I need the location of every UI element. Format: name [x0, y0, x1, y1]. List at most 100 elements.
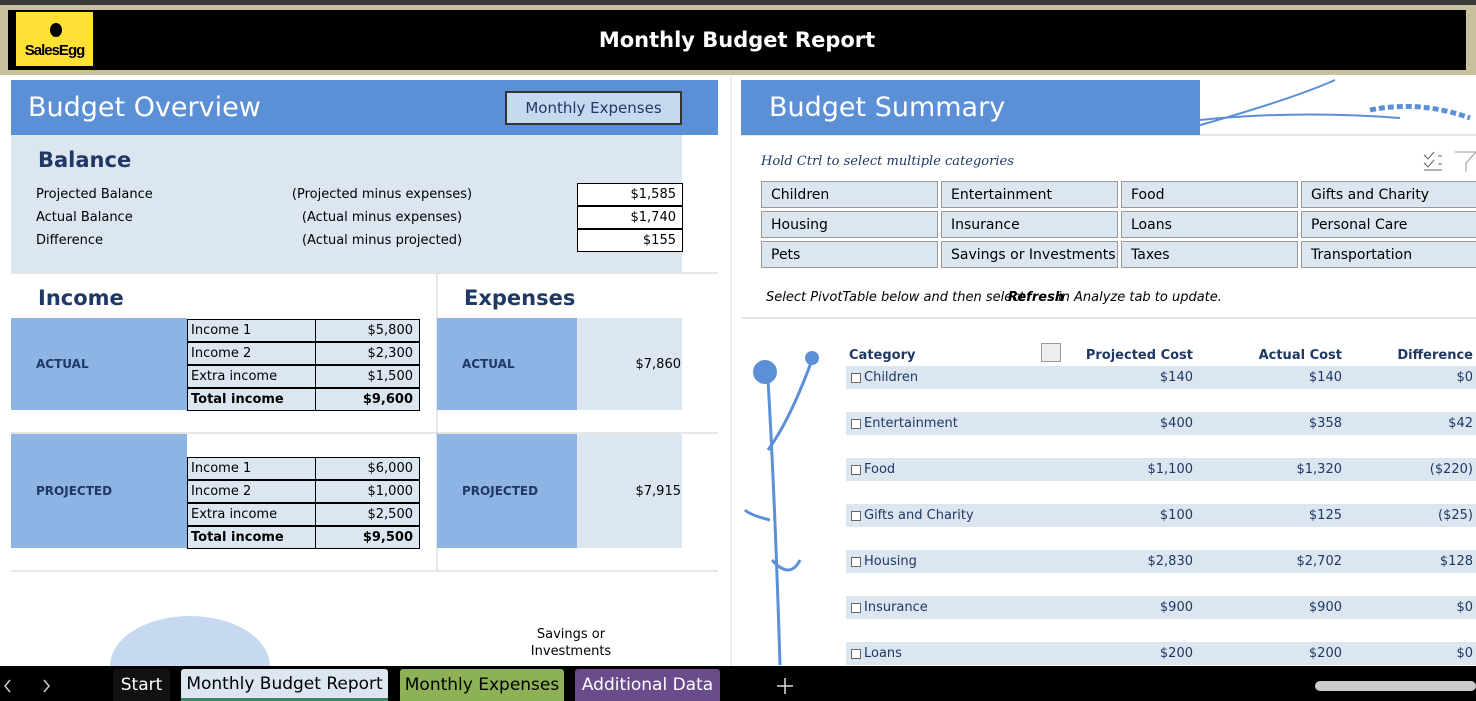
income-name: Extra income	[187, 365, 316, 388]
balance-title: Balance	[38, 148, 132, 172]
overview-title: Budget Overview	[28, 92, 261, 123]
expand-icon[interactable]	[851, 603, 861, 613]
sheet-tab[interactable]: Additional Data	[575, 669, 720, 701]
income-name: Total income	[187, 526, 316, 549]
row-value: $125	[1308, 508, 1342, 523]
scrollbar[interactable]	[1315, 681, 1476, 691]
tab-arrows[interactable]	[4, 679, 50, 693]
expand-icon[interactable]	[851, 373, 861, 383]
slicer-button[interactable]: Children	[761, 181, 938, 208]
row-category: Housing	[864, 554, 917, 569]
income-title: Income	[38, 286, 124, 310]
balance-value: $1,740	[577, 206, 683, 229]
slicer-button[interactable]: Personal Care	[1301, 211, 1476, 238]
slicer-button[interactable]: Food	[1121, 181, 1298, 208]
row-value: $140	[1308, 370, 1342, 385]
slicer-button[interactable]: Housing	[761, 211, 938, 238]
row-value: $200	[1159, 646, 1193, 661]
balance-label: Actual Balance	[36, 210, 133, 225]
pivot-note: Select PivotTable below and then select	[766, 289, 1025, 305]
balance-note: (Actual minus expenses)	[301, 210, 463, 225]
flower-decor	[805, 351, 819, 365]
chart-label: Investments	[530, 644, 612, 659]
income-value: $1,000	[315, 480, 420, 503]
slicer-button[interactable]: Savings or Investments	[941, 241, 1118, 268]
row-value: $2,830	[1147, 554, 1194, 569]
expand-icon[interactable]	[851, 649, 861, 659]
expense-value: $7,860	[635, 356, 682, 372]
row-value: $1,100	[1147, 462, 1194, 477]
row-value: $0	[1456, 600, 1473, 615]
slicer-button[interactable]: Gifts and Charity	[1301, 181, 1476, 208]
table-header: Projected Cost	[1085, 347, 1193, 363]
flower-decor	[753, 360, 777, 384]
summary-title: Budget Summary	[769, 92, 1006, 123]
table-row	[846, 642, 1476, 665]
pie-fragment	[110, 616, 270, 666]
row-category: Gifts and Charity	[864, 508, 974, 523]
row-value: $128	[1439, 554, 1473, 569]
income-label: PROJECTED	[36, 484, 113, 498]
wheat-decor	[1369, 103, 1471, 121]
income-value: $2,500	[315, 503, 420, 526]
slicer-button[interactable]: Insurance	[941, 211, 1118, 238]
row-value: $400	[1159, 416, 1193, 431]
slicer-button[interactable]: Transportation	[1301, 241, 1476, 268]
income-name: Income 1	[187, 319, 316, 342]
balance-value: $1,585	[577, 183, 683, 206]
income-value: $6,000	[315, 457, 420, 480]
row-value: $2,702	[1296, 554, 1343, 569]
row-value: $358	[1308, 416, 1342, 431]
expand-icon[interactable]	[851, 465, 861, 475]
expand-icon[interactable]	[851, 419, 861, 429]
expense-label: ACTUAL	[462, 357, 515, 371]
table-header: Difference	[1397, 347, 1473, 363]
slicer-button[interactable]: Loans	[1121, 211, 1298, 238]
sheet-tab[interactable]: Start	[113, 669, 170, 701]
summary-header	[741, 80, 1200, 135]
row-value: $900	[1308, 600, 1342, 615]
add-sheet[interactable]	[777, 678, 793, 694]
table-row	[846, 504, 1476, 527]
logo-egg	[50, 23, 62, 37]
income-name: Income 2	[187, 342, 316, 365]
balance-note: (Projected minus expenses)	[291, 187, 473, 202]
report-title: Monthly Budget Report	[598, 28, 876, 52]
chart-label: Savings or	[536, 627, 606, 642]
expenses-button[interactable]: Monthly Expenses	[505, 91, 682, 125]
slicer-button[interactable]: Taxes	[1121, 241, 1298, 268]
row-category: Children	[864, 370, 919, 385]
expand-icon[interactable]	[851, 511, 861, 521]
balance-note: (Actual minus projected)	[301, 233, 463, 248]
income-value: $1,500	[315, 365, 420, 388]
expand-icon[interactable]	[851, 557, 861, 567]
balance-label: Projected Balance	[36, 187, 153, 202]
table-header: Actual Cost	[1258, 347, 1342, 363]
income-name: Income 1	[187, 457, 316, 480]
sheet-tab[interactable]: Monthly Expenses	[400, 669, 564, 701]
expense-fill	[577, 318, 682, 410]
wheat-decor	[1189, 79, 1401, 129]
income-value: $5,800	[315, 319, 420, 342]
filter-icon[interactable]	[1455, 151, 1476, 172]
slicer-button[interactable]: Entertainment	[941, 181, 1118, 208]
expense-block	[437, 318, 577, 410]
expense-block	[437, 434, 577, 548]
row-value: $0	[1456, 646, 1473, 661]
logo-text: SalesEgg	[24, 41, 86, 59]
slicer-button[interactable]: Pets	[761, 241, 938, 268]
balance-label: Difference	[36, 233, 104, 248]
slicer-hint: Hold Ctrl to select multiple categories	[761, 153, 1014, 169]
income-value: $2,300	[315, 342, 420, 365]
row-value: $0	[1456, 370, 1473, 385]
income-block	[11, 318, 187, 410]
row-category: Entertainment	[864, 416, 958, 431]
pivot-note: Refresh	[1008, 289, 1065, 305]
flower-decor	[743, 359, 814, 666]
income-value: $9,500	[315, 526, 420, 549]
multiselect-icon[interactable]	[1423, 151, 1442, 171]
row-value: $200	[1308, 646, 1342, 661]
header-dropdown[interactable]	[1041, 343, 1061, 362]
income-name: Income 2	[187, 480, 316, 503]
sheet-tab[interactable]: Monthly Budget Report	[181, 669, 388, 701]
